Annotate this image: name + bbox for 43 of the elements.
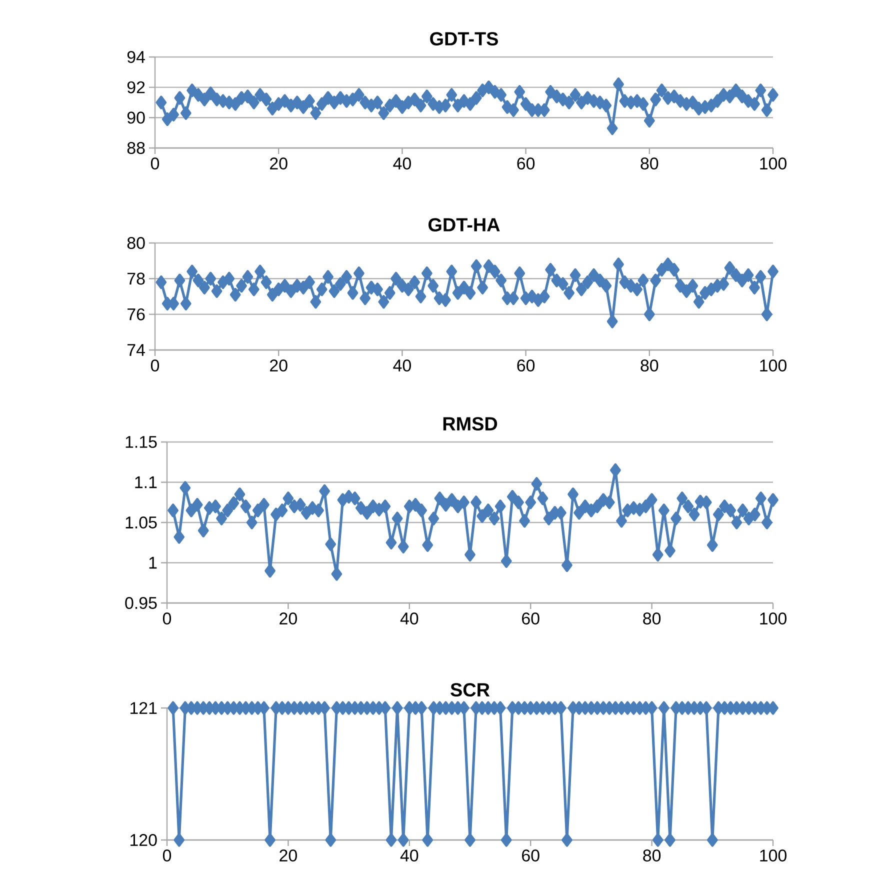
- y-tick-label: 1.1: [135, 476, 157, 488]
- y-tick-label: 92: [127, 81, 145, 94]
- y-tick-label: 1.15: [126, 436, 157, 448]
- x-tick-label: 60: [522, 612, 540, 625]
- y-tick-label: 121: [130, 702, 157, 714]
- x-tick-label: 100: [760, 360, 786, 372]
- y-tick-label: 90: [127, 112, 145, 124]
- x-tick-label: 40: [400, 612, 418, 625]
- y-tick-label: 94: [127, 50, 145, 63]
- x-tick-label: 40: [393, 158, 411, 170]
- y-tick-label: 76: [128, 308, 145, 320]
- y-tick-label: 78: [128, 272, 145, 285]
- chart-title: RMSD: [443, 417, 498, 430]
- x-tick-label: 20: [280, 850, 297, 862]
- x-tick-label: 0: [162, 850, 172, 862]
- x-tick-label: 0: [162, 612, 172, 625]
- x-tick-label: 80: [640, 158, 658, 170]
- x-tick-label: 80: [640, 360, 658, 372]
- x-tick-label: 20: [270, 158, 288, 170]
- y-tick-label: 74: [128, 344, 145, 356]
- x-tick-label: 100: [760, 158, 786, 170]
- y-tick-label: 120: [130, 834, 157, 846]
- y-tick-label: 88: [127, 142, 145, 154]
- chart-title: GDT-TS: [430, 32, 498, 46]
- y-tick-label: 1.05: [126, 516, 157, 528]
- chart-title: SCR: [450, 683, 490, 697]
- y-tick-label: 80: [127, 236, 145, 249]
- x-tick-label: 60: [522, 850, 540, 862]
- x-tick-label: 100: [760, 850, 786, 862]
- x-tick-label: 40: [400, 850, 418, 862]
- y-tick-label: 1: [149, 556, 157, 569]
- x-tick-label: 0: [150, 158, 160, 170]
- x-tick-label: 60: [517, 360, 535, 372]
- x-tick-label: 100: [760, 612, 786, 625]
- y-tick-label: 0.95: [125, 597, 157, 609]
- x-tick-label: 80: [643, 612, 661, 625]
- x-tick-label: 20: [270, 360, 288, 372]
- x-tick-label: 20: [280, 612, 297, 625]
- x-tick-label: 0: [150, 360, 160, 372]
- x-tick-label: 80: [643, 850, 661, 862]
- chart-title: GDT-HA: [428, 218, 500, 232]
- x-tick-label: 40: [393, 360, 411, 372]
- x-tick-label: 60: [517, 158, 535, 170]
